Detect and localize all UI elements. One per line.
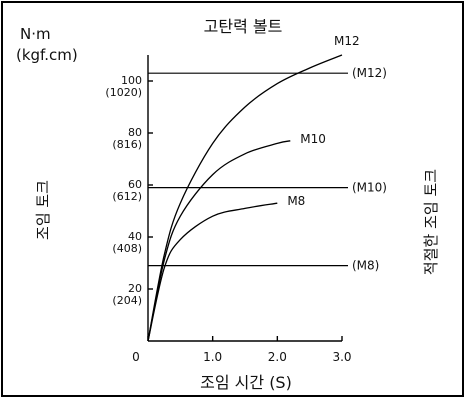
series-label-m12: M12 — [334, 34, 360, 48]
plot-area: 100(1020) 80(816) 60(612) 40(408) 20(204) 0 1.… — [105, 34, 387, 364]
right-axis-label: 적절한 조임 토크 — [422, 169, 440, 275]
y-tick-label: 20 — [128, 282, 142, 295]
x-tick-label: 2.0 — [268, 350, 287, 364]
y-axis-label: 조임 토크 — [34, 180, 52, 240]
y-tick-sublabel: (408) — [112, 242, 142, 255]
y-tick-sublabel: (612) — [112, 190, 142, 203]
y-tick-label: 40 — [128, 230, 142, 243]
y-tick-label: 80 — [128, 126, 142, 139]
series-label-m10: M10 — [300, 132, 326, 146]
y-tick-sublabel: (816) — [112, 138, 142, 151]
chart-title: 고탄력 볼트 — [204, 17, 283, 36]
y-tick-sublabel: (204) — [112, 294, 142, 307]
y-tick-label: 100 — [121, 74, 142, 87]
y-tick-label: 60 — [128, 178, 142, 191]
y-unit-bottom: (kgf.cm) — [16, 46, 78, 64]
curve-m12 — [147, 54, 343, 342]
series-label-m8: M8 — [287, 194, 305, 208]
reference-label-m10: (M10) — [352, 181, 387, 195]
x-tick-label: 0 — [132, 350, 140, 364]
reference-label-m12: (M12) — [352, 66, 387, 80]
x-tick-label: 1.0 — [203, 350, 222, 364]
x-axis-label: 조임 시간 (S) — [200, 373, 292, 392]
x-tick-label: 3.0 — [332, 350, 351, 364]
curve-m10 — [147, 140, 291, 342]
curve-m8 — [147, 202, 278, 342]
y-unit-top: N·m — [20, 25, 51, 43]
y-tick-sublabel: (1020) — [105, 86, 142, 99]
reference-label-m8: (M8) — [352, 259, 379, 273]
